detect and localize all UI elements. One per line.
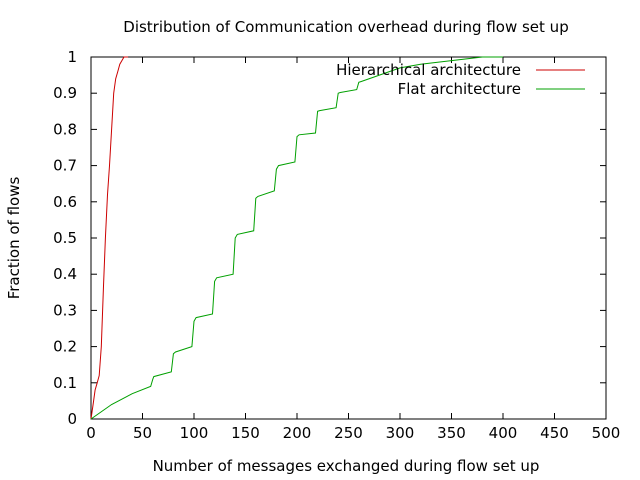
x-tick-label: 0 [86,424,96,442]
y-tick-label: 0.4 [53,265,77,283]
legend-label: Flat architecture [398,80,521,98]
x-tick-label: 250 [334,424,363,442]
x-tick-label: 200 [283,424,312,442]
y-tick-label: 0.7 [53,157,77,175]
series-line-flat-architecture [90,56,503,420]
legend-label: Hierarchical architecture [336,61,521,79]
y-axis-label: Fraction of flows [5,177,23,300]
axis-ticks: 0 50 100 150 200 250 300 350 400 450 500 0 0.1 0.2 0.3… [53,48,620,442]
y-tick-label: 0.1 [53,374,77,392]
y-tick-label: 0.3 [53,301,77,319]
x-tick-label: 450 [540,424,569,442]
x-tick-label: 100 [180,424,209,442]
x-tick-label: 50 [133,424,152,442]
y-tick-label: 0.2 [53,338,77,356]
chart-title: Distribution of Communication overhead d… [123,18,568,36]
y-tick-label: 0.8 [53,120,77,138]
y-tick-label: 0.6 [53,193,77,211]
y-tick-label: 0 [67,410,77,428]
x-tick-label: 150 [231,424,260,442]
x-axis-label: Number of messages exchanged during flow… [153,457,540,475]
y-tick-label: 1 [67,48,77,66]
x-tick-label: 500 [592,424,621,442]
series-layer [90,56,503,420]
series-line-hierarchical-architecture [90,56,129,420]
y-tick-label: 0.5 [53,229,77,247]
x-tick-label: 400 [489,424,518,442]
y-tick-label: 0.9 [53,84,77,102]
plot-frame [90,56,607,420]
x-tick-label: 300 [386,424,415,442]
x-tick-label: 350 [437,424,466,442]
